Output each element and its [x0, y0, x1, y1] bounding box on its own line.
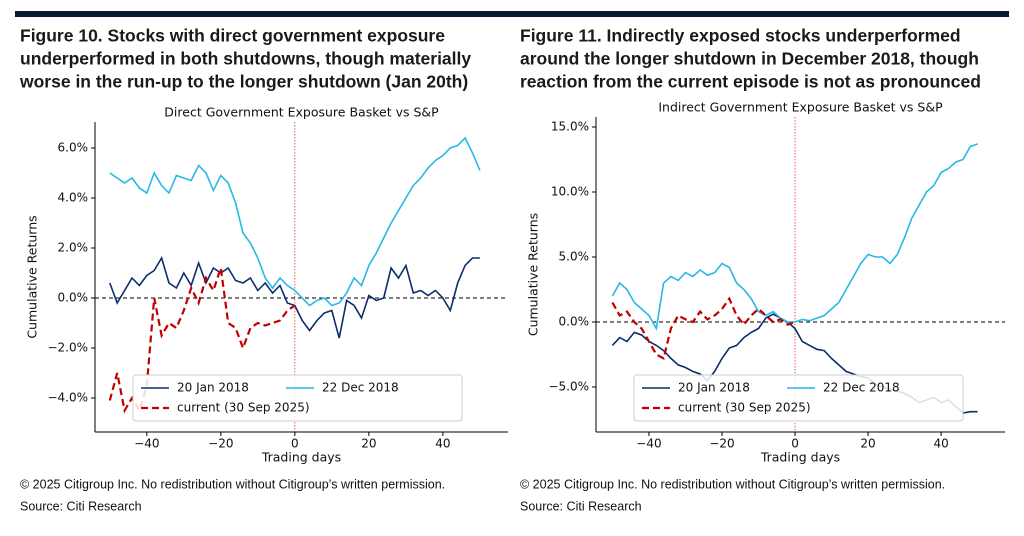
x-tick-label: 20 [860, 437, 875, 451]
figure-title: around the longer shutdown in December 2… [520, 49, 979, 69]
y-tick-label: 4.0% [58, 191, 89, 205]
series-line [109, 136, 481, 307]
x-tick-label: −40 [636, 437, 661, 451]
legend-box [132, 374, 463, 422]
x-tick-label: −20 [709, 437, 734, 451]
figure-title: Figure 10. Stocks with direct government… [20, 26, 445, 46]
y-tick-label: −2.0% [47, 341, 88, 355]
y-tick-label: −5.0% [548, 380, 589, 394]
x-tick-label: 20 [361, 437, 376, 451]
series-line [611, 296, 796, 361]
legend-label: 20 Jan 2018 [678, 381, 750, 395]
y-tick-label: 5.0% [559, 250, 590, 264]
legend-label: 20 Jan 2018 [177, 381, 249, 395]
figure-title: Figure 11. Indirectly exposed stocks und… [520, 26, 961, 46]
y-tick-label: −4.0% [47, 391, 88, 405]
copyright-note: © 2025 Citigroup Inc. No redistribution … [20, 477, 445, 491]
y-tick-label: 10.0% [551, 185, 589, 199]
axes-title: Indirect Government Exposure Basket vs S… [658, 100, 943, 115]
axes-title: Direct Government Exposure Basket vs S&P [164, 105, 439, 120]
figure-title: reaction from the current episode is not… [520, 72, 981, 92]
legend-box [633, 374, 964, 422]
x-axis-label: Trading days [760, 450, 840, 465]
x-axis-label: Trading days [261, 450, 341, 465]
series-line [611, 143, 978, 331]
legend-label: current (30 Sep 2025) [177, 401, 310, 415]
x-tick-label: 0 [791, 437, 799, 451]
x-tick-label: 40 [933, 437, 948, 451]
y-tick-label: 0.0% [58, 291, 89, 305]
figure-title: underperformed in both shutdowns, though… [20, 49, 471, 69]
legend-label: 22 Dec 2018 [322, 381, 399, 395]
y-tick-label: 0.0% [559, 315, 590, 329]
top-rule [15, 11, 1009, 17]
x-tick-label: 40 [435, 437, 450, 451]
legend-label: current (30 Sep 2025) [678, 401, 811, 415]
figure-title: worse in the run-up to the longer shutdo… [19, 72, 468, 92]
x-tick-label: −20 [208, 437, 233, 451]
y-axis-label: Cumulative Returns [526, 213, 541, 336]
source-note: Source: Citi Research [20, 499, 142, 513]
y-axis-label: Cumulative Returns [25, 215, 40, 338]
source-note: Source: Citi Research [520, 499, 642, 513]
y-tick-label: 6.0% [58, 141, 89, 155]
y-tick-label: 15.0% [551, 120, 589, 134]
legend-label: 22 Dec 2018 [823, 381, 900, 395]
y-tick-label: 2.0% [58, 241, 89, 255]
copyright-note: © 2025 Citigroup Inc. No redistribution … [520, 477, 945, 491]
x-tick-label: 0 [291, 437, 299, 451]
x-tick-label: −40 [134, 437, 159, 451]
